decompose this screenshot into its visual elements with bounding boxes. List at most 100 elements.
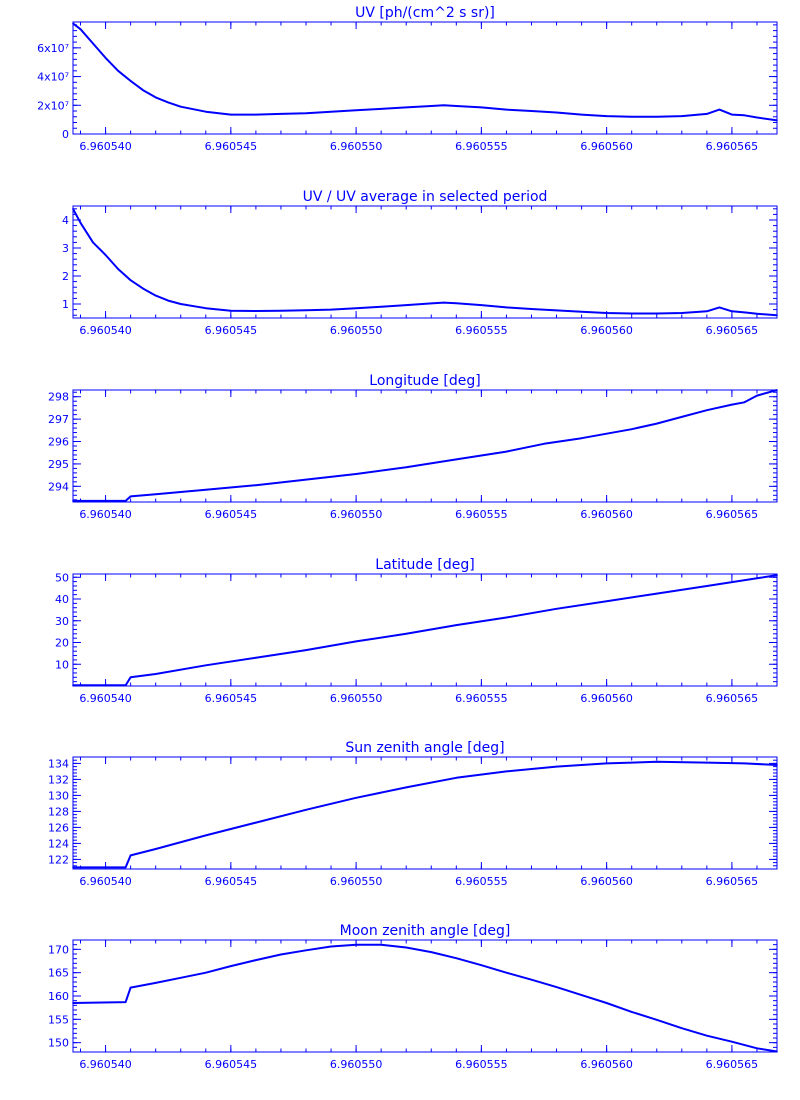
data-point	[706, 585, 708, 587]
data-point	[205, 110, 207, 113]
chart-title: Longitude [deg]	[369, 373, 480, 389]
y-tick-label: 298	[48, 391, 69, 404]
y-tick-label: 155	[48, 1013, 69, 1026]
x-tick-label: 6.960540	[79, 692, 132, 705]
data-point	[718, 108, 721, 111]
data-point	[355, 943, 357, 946]
y-tick-label: 295	[48, 458, 69, 471]
data-point	[355, 109, 357, 112]
y-tick-label: 128	[48, 805, 69, 818]
y-tick-label: 170	[48, 943, 69, 956]
data-point	[280, 953, 282, 956]
chart-title: UV / UV average in selected period	[303, 189, 548, 205]
y-tick-label: 160	[48, 990, 69, 1003]
data-point	[154, 673, 157, 675]
data-point	[405, 304, 408, 306]
data-point	[142, 287, 144, 290]
data-point	[756, 1047, 758, 1050]
data-point	[555, 986, 558, 988]
data-point	[380, 306, 383, 308]
data-point	[305, 478, 307, 481]
data-point	[630, 428, 633, 431]
data-point	[154, 96, 157, 99]
plot-frame	[72, 939, 778, 1053]
x-tick-label: 6.960560	[580, 324, 633, 337]
data-point	[129, 80, 132, 82]
y-tick-label: 294	[48, 480, 69, 493]
data-point	[655, 761, 658, 763]
data-point	[756, 116, 758, 119]
data-point	[255, 310, 257, 312]
x-tick-label: 6.960560	[580, 692, 633, 705]
x-tick-label: 6.960565	[706, 324, 759, 337]
data-point	[455, 302, 458, 305]
data-point	[255, 821, 257, 824]
data-point	[230, 113, 232, 116]
data-point	[776, 1050, 778, 1053]
data-point	[605, 115, 608, 117]
x-tick-label: 6.960560	[580, 1058, 633, 1071]
x-tick-label: 6.960540	[79, 508, 132, 521]
y-tick-label: 126	[48, 821, 69, 834]
data-point	[305, 309, 307, 312]
data-point	[605, 1002, 608, 1004]
chart-panel-1: UV [ph/(cm^2 s sr)] 6.960540 6.960545 6.960…	[37, 5, 778, 153]
data-point	[330, 945, 332, 948]
data-point	[129, 279, 132, 282]
data-point	[205, 834, 207, 837]
data-point	[455, 624, 458, 626]
data-point	[129, 495, 132, 498]
data-point	[117, 268, 119, 270]
x-tick-label: 6.960555	[455, 324, 508, 337]
x-tick-label: 6.960550	[330, 875, 383, 888]
data-point	[555, 309, 558, 312]
data-point	[305, 112, 307, 114]
data-point	[480, 106, 483, 109]
data-point	[455, 957, 458, 959]
data-point	[72, 500, 74, 502]
data-point	[405, 466, 408, 469]
y-tick-label: 2x10⁷	[37, 99, 69, 112]
data-point	[380, 108, 383, 110]
data-point	[756, 394, 758, 397]
chart-title: Moon zenith angle [deg]	[340, 923, 511, 939]
data-point	[330, 308, 332, 311]
x-tick-label: 6.960565	[706, 692, 759, 705]
data-point	[455, 777, 458, 779]
data-point	[255, 959, 257, 961]
data-point	[380, 943, 383, 946]
data-point	[706, 113, 708, 115]
y-tick-label: 0	[62, 128, 69, 141]
data-point	[681, 1027, 683, 1029]
data-point	[743, 311, 746, 314]
data-point	[605, 600, 608, 602]
data-point	[480, 304, 483, 306]
x-tick-label: 6.960540	[79, 1058, 132, 1071]
data-point	[430, 105, 433, 107]
chart-panel-5: Sun zenith angle [deg] 6.960540 6.960545 6.…	[48, 740, 778, 888]
data-point	[505, 971, 508, 974]
data-point	[355, 473, 357, 475]
data-point	[756, 313, 758, 315]
data-point	[129, 986, 132, 989]
chart-title: Latitude [deg]	[375, 557, 474, 573]
data-point	[555, 765, 558, 768]
data-point	[230, 965, 232, 967]
data-point	[605, 762, 608, 765]
data-point	[731, 310, 733, 313]
data-point	[255, 113, 257, 116]
data-point	[154, 848, 157, 850]
x-tick-label: 6.960555	[455, 508, 508, 521]
data-point	[655, 312, 658, 315]
data-point	[630, 116, 633, 118]
y-tick-label: 124	[48, 837, 69, 850]
x-tick-label: 6.960550	[330, 508, 383, 521]
x-tick-label: 6.960560	[580, 508, 633, 521]
data-point	[142, 89, 144, 91]
data-point	[530, 978, 533, 981]
data-point	[167, 101, 169, 104]
data-point	[205, 488, 207, 491]
data-point	[72, 208, 74, 210]
data-point	[179, 105, 182, 108]
x-tick-label: 6.960565	[706, 1058, 759, 1071]
